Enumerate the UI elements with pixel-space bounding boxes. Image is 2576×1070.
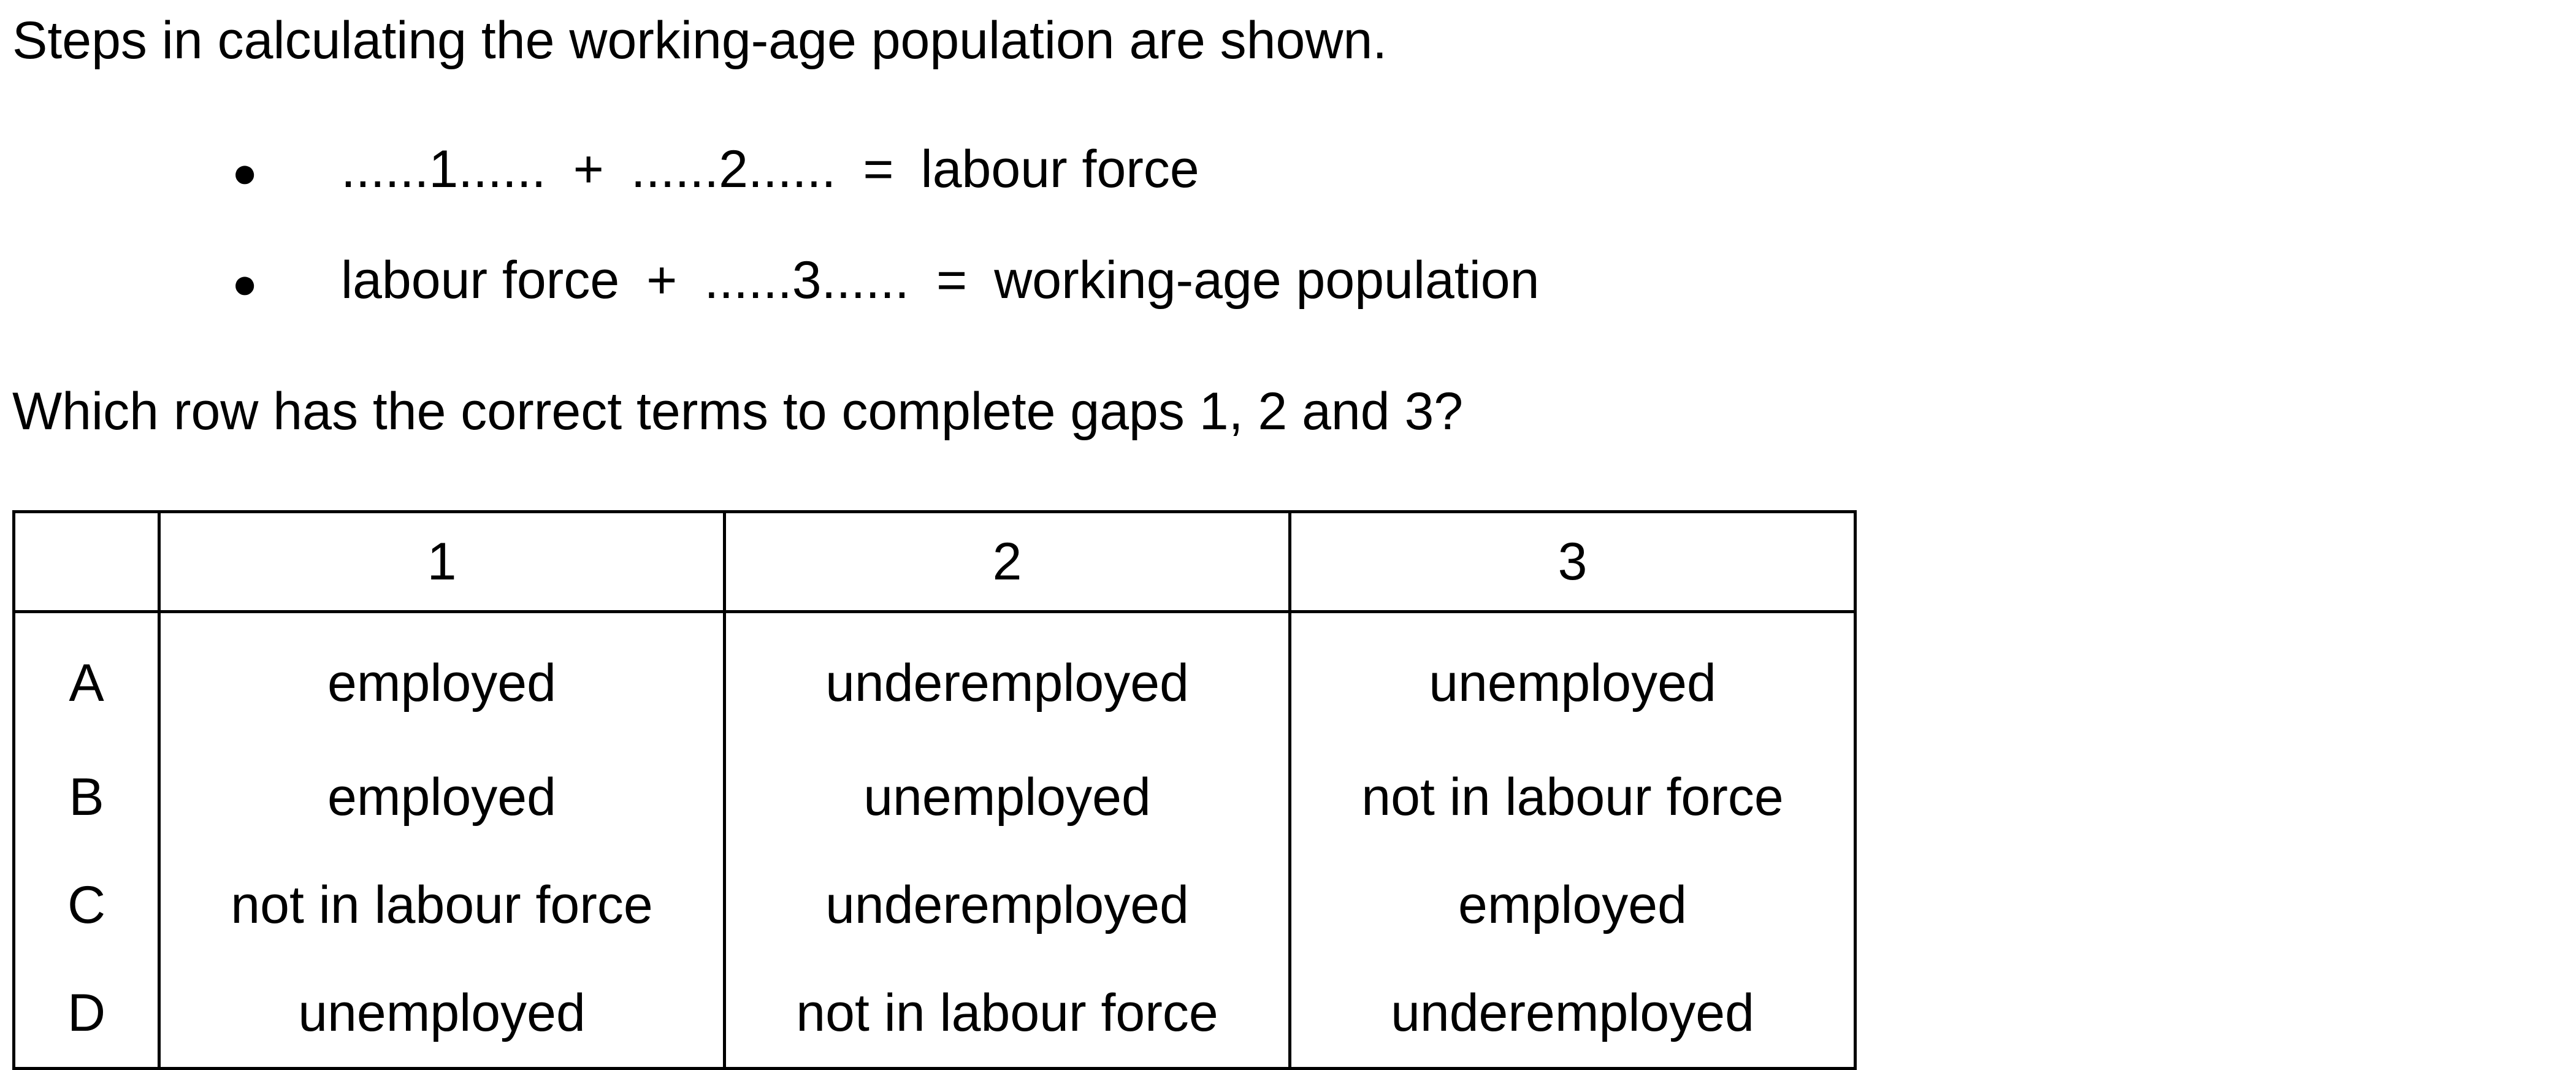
table-cell: not in labour force [1288, 743, 1857, 851]
equals-sign: = [863, 140, 894, 199]
bullet-icon: ● [232, 259, 258, 307]
result-labour-force: labour force [920, 140, 1199, 199]
header-cell-gap-3: 3 [1288, 510, 1857, 613]
table-cell: employed [1288, 851, 1857, 959]
header-cell-gap-1: 1 [158, 510, 726, 613]
table-cell: not in labour force [158, 851, 726, 959]
table-cell: underemployed [723, 851, 1291, 959]
question-text: Which row has the correct terms to compl… [12, 382, 1464, 441]
gap-2: ......2...... [630, 140, 836, 199]
table-cell: unemployed [723, 743, 1291, 851]
table-cell: unemployed [158, 959, 726, 1070]
table-cell: unemployed [1288, 611, 1857, 743]
plus-sign: + [573, 140, 604, 199]
gap-3: ......3...... [704, 251, 909, 310]
table-row: C not in labour force underemployed empl… [12, 851, 1857, 959]
header-cell-empty [12, 510, 161, 613]
bullet-icon: ● [232, 148, 258, 196]
term-labour-force: labour force [341, 251, 620, 310]
gap-1: ......1...... [341, 140, 546, 199]
table-row: D unemployed not in labour force underem… [12, 959, 1857, 1070]
table-cell: not in labour force [723, 959, 1291, 1070]
table-cell: employed [158, 743, 726, 851]
row-key-d: D [12, 959, 161, 1070]
table-cell: underemployed [723, 611, 1291, 743]
header-cell-gap-2: 2 [723, 510, 1291, 613]
table-row: A employed underemployed unemployed [12, 611, 1857, 743]
bullet-step-1: ● ......1...... + ......2...... = labour… [232, 143, 1199, 196]
bullet-step-2: ● labour force + ......3...... = working… [232, 254, 1539, 307]
table-cell: underemployed [1288, 959, 1857, 1070]
row-key-a: A [12, 611, 161, 743]
table-row: B employed unemployed not in labour forc… [12, 743, 1857, 851]
equals-sign: = [936, 251, 968, 310]
row-key-c: C [12, 851, 161, 959]
table-header-row: 1 2 3 [12, 510, 1857, 613]
row-key-b: B [12, 743, 161, 851]
result-working-age-population: working-age population [994, 251, 1540, 310]
plus-sign: + [646, 251, 678, 310]
intro-text: Steps in calculating the working-age pop… [12, 11, 1388, 70]
table-cell: employed [158, 611, 726, 743]
answer-table: 1 2 3 A employed underemployed unemploye… [12, 510, 1857, 1070]
